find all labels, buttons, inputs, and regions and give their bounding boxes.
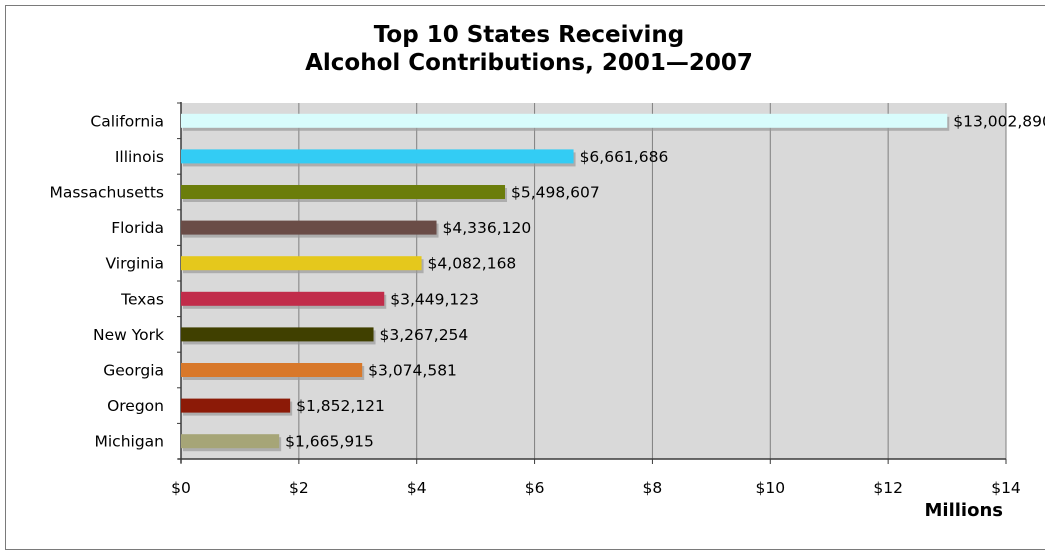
- bar-virginia: [181, 256, 422, 271]
- category-label: Illinois: [115, 148, 164, 166]
- bar-michigan: [181, 434, 280, 449]
- bar-new-york: [181, 327, 374, 342]
- bar-texas: [181, 291, 385, 306]
- category-label: New York: [93, 326, 164, 344]
- data-label: $1,665,915: [285, 433, 374, 451]
- data-label: $4,082,168: [428, 255, 517, 273]
- bar-oregon: [181, 398, 291, 413]
- bar-massachusetts: [181, 185, 506, 199]
- category-label: Texas: [120, 290, 164, 308]
- data-label: $6,661,686: [580, 148, 669, 166]
- data-label: $13,002,890: [953, 112, 1045, 130]
- category-label: California: [90, 112, 164, 130]
- x-tick-label: $4: [407, 479, 427, 497]
- x-axis-title: Millions: [925, 500, 1004, 521]
- bar-california: [181, 113, 948, 128]
- data-label: $3,074,581: [368, 362, 457, 380]
- chart-title-line-1: Top 10 States Receiving: [374, 22, 684, 48]
- bar-georgia: [181, 363, 363, 377]
- data-label: $3,267,254: [380, 326, 469, 344]
- x-tick-label: $10: [755, 479, 785, 497]
- data-label: $5,498,607: [511, 184, 600, 202]
- category-label: Georgia: [103, 362, 164, 380]
- x-tick-label: $2: [289, 479, 309, 497]
- data-label: $1,852,121: [296, 397, 385, 415]
- data-label: $3,449,123: [390, 290, 479, 308]
- bar-florida: [181, 220, 437, 235]
- category-label: Oregon: [107, 397, 164, 415]
- x-tick-label: $12: [873, 479, 903, 497]
- data-label: $4,336,120: [443, 219, 532, 237]
- category-label: Michigan: [95, 433, 165, 451]
- x-tick-label: $14: [991, 479, 1021, 497]
- x-tick-label: $0: [171, 479, 191, 497]
- category-label: Virginia: [106, 255, 164, 273]
- category-label: Florida: [111, 219, 164, 237]
- chart-title-line-2: Alcohol Contributions, 2001—2007: [305, 50, 753, 76]
- x-tick-label: $8: [643, 479, 663, 497]
- x-tick-label: $6: [525, 479, 545, 497]
- category-label: Massachusetts: [49, 184, 164, 202]
- bar-illinois: [181, 149, 574, 164]
